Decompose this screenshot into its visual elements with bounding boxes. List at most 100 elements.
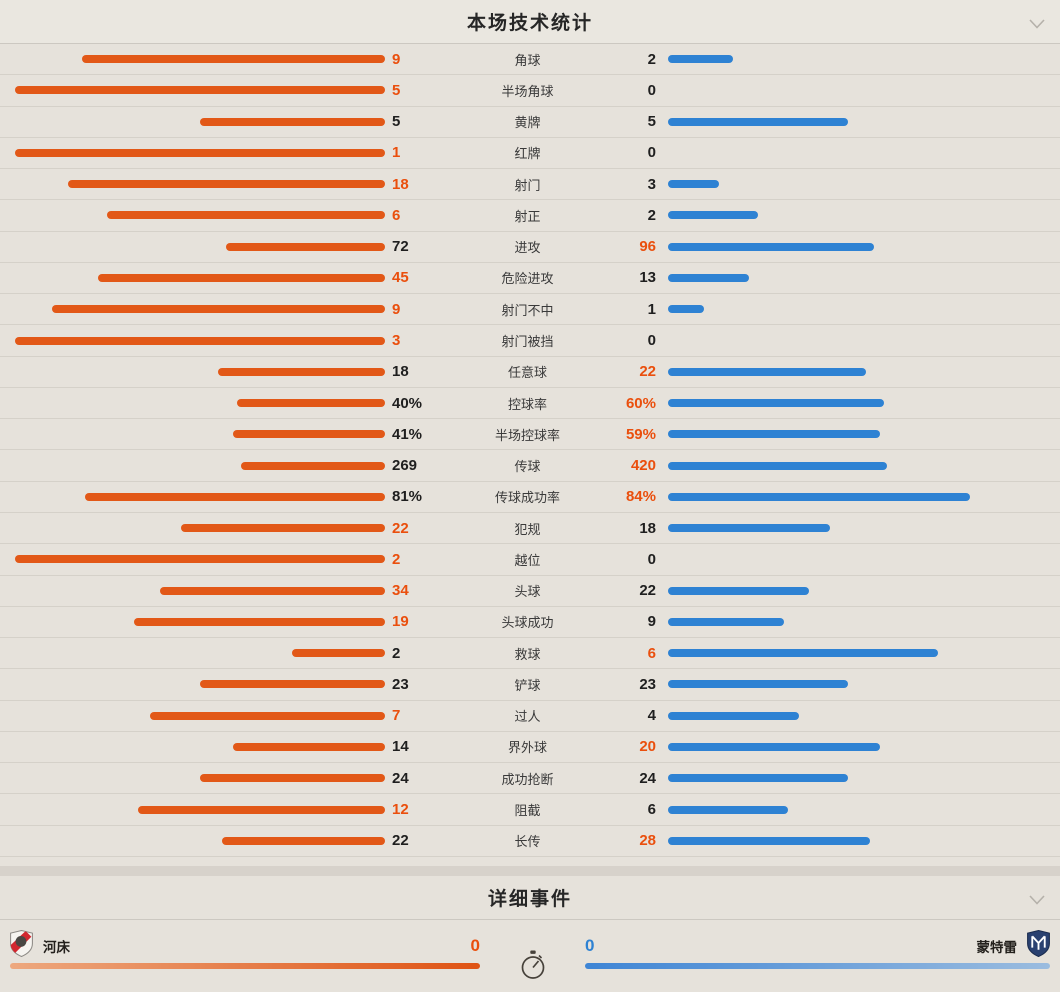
home-value: 19 xyxy=(392,613,409,631)
stat-label: 界外球 xyxy=(507,740,547,756)
stat-row: 3 射门被挡 0 xyxy=(0,325,1060,357)
away-score: 0 xyxy=(585,935,595,955)
home-team-name: 河床 xyxy=(43,939,70,955)
stat-label: 成功抢断 xyxy=(501,771,554,787)
home-bar-track xyxy=(11,55,385,64)
stat-row: 34 头球 22 xyxy=(0,576,1060,607)
chevron-down-icon[interactable] xyxy=(1028,893,1046,905)
away-bar xyxy=(668,367,866,376)
away-bar-track xyxy=(668,180,1028,189)
home-progress-bar xyxy=(10,962,480,969)
events-panel-title: 详细事件 xyxy=(487,888,572,910)
away-value: 28 xyxy=(639,832,656,850)
home-bar-track xyxy=(11,242,385,251)
home-bar-track xyxy=(11,524,385,533)
home-value: 18 xyxy=(392,175,409,193)
home-bar-track xyxy=(11,336,385,345)
stat-label: 危险进攻 xyxy=(501,271,554,287)
chevron-down-icon[interactable] xyxy=(1028,17,1046,29)
away-bar xyxy=(668,617,784,626)
away-value: 59% xyxy=(625,425,656,443)
home-bar-track xyxy=(11,461,385,470)
stat-row: 2 救球 6 xyxy=(0,638,1060,670)
river-plate-crest xyxy=(10,929,33,962)
home-bar-track xyxy=(11,86,385,95)
home-bar xyxy=(85,492,385,501)
stat-row: 81% 传球成功率 84% xyxy=(0,482,1060,513)
away-progress-bar xyxy=(585,962,1050,969)
stat-row: 1 红牌 0 xyxy=(0,138,1060,170)
stat-row: 22 长传 28 xyxy=(0,826,1060,857)
home-bar-track xyxy=(11,117,385,126)
home-value: 3 xyxy=(392,332,401,350)
away-bar xyxy=(668,586,809,595)
away-bar-track xyxy=(668,742,1028,751)
home-score: 0 xyxy=(470,935,480,955)
home-value: 9 xyxy=(392,50,401,68)
home-bar xyxy=(218,367,385,376)
home-bar xyxy=(15,86,385,95)
home-bar xyxy=(233,742,385,751)
home-bar xyxy=(15,555,385,564)
home-bar xyxy=(200,680,385,689)
away-bar xyxy=(668,524,830,533)
home-value: 6 xyxy=(392,206,401,224)
home-bar xyxy=(222,836,385,845)
stat-label: 犯规 xyxy=(514,521,541,537)
home-value: 40% xyxy=(392,394,423,412)
events-panel-header[interactable]: 详细事件 xyxy=(0,876,1060,920)
home-value: 12 xyxy=(392,801,409,818)
stat-row: 2 越位 0 xyxy=(0,544,1060,576)
home-bar-track xyxy=(11,492,385,501)
home-bar-track xyxy=(11,649,385,658)
home-bar-track xyxy=(11,774,385,783)
away-bar xyxy=(668,805,788,814)
stopwatch-icon xyxy=(518,949,548,986)
away-bar-track xyxy=(668,524,1028,533)
away-bar-track xyxy=(668,211,1028,220)
away-value: 420 xyxy=(630,457,656,475)
home-value: 7 xyxy=(392,707,401,725)
home-bar-track xyxy=(11,430,385,439)
away-value: 2 xyxy=(647,50,656,68)
home-bar-track xyxy=(11,586,385,595)
home-bar xyxy=(233,430,385,439)
stat-label: 越位 xyxy=(514,552,541,568)
stat-label: 控球率 xyxy=(507,396,547,412)
stat-label: 阻截 xyxy=(514,803,541,818)
home-value: 2 xyxy=(392,644,401,662)
stat-label: 角球 xyxy=(514,52,541,68)
stat-label: 射门被挡 xyxy=(501,334,554,350)
stat-row: 22 犯规 18 xyxy=(0,513,1060,545)
away-bar xyxy=(668,711,799,720)
away-bar xyxy=(668,305,704,314)
away-value: 23 xyxy=(639,675,656,693)
home-value: 24 xyxy=(392,769,409,787)
home-bar xyxy=(241,461,385,470)
away-value: 1 xyxy=(647,300,656,318)
home-bar xyxy=(98,273,385,282)
away-bar xyxy=(668,680,848,689)
away-value: 22 xyxy=(639,582,656,600)
stats-panel-header[interactable]: 本场技术统计 xyxy=(0,0,1060,44)
section-divider xyxy=(0,865,1060,876)
stat-label: 任意球 xyxy=(507,365,547,381)
stat-label: 头球成功 xyxy=(501,615,554,631)
monterrey-crest xyxy=(1027,929,1050,962)
stat-label: 射门 xyxy=(514,177,541,193)
away-bar-track xyxy=(668,774,1028,783)
home-bar xyxy=(82,55,385,64)
home-value: 5 xyxy=(392,81,401,99)
home-bar-track xyxy=(11,399,385,408)
home-bar xyxy=(292,649,385,658)
home-bar xyxy=(138,805,385,814)
home-bar xyxy=(15,336,385,345)
away-value: 4 xyxy=(647,707,656,725)
away-bar xyxy=(668,273,749,282)
away-bar-track xyxy=(668,399,1028,408)
away-value: 22 xyxy=(639,363,656,381)
stat-label: 射门不中 xyxy=(501,302,554,318)
away-bar-track xyxy=(668,836,1028,845)
away-bar-track xyxy=(668,430,1028,439)
events-panel: 详细事件 河床 0 0 xyxy=(0,876,1060,990)
